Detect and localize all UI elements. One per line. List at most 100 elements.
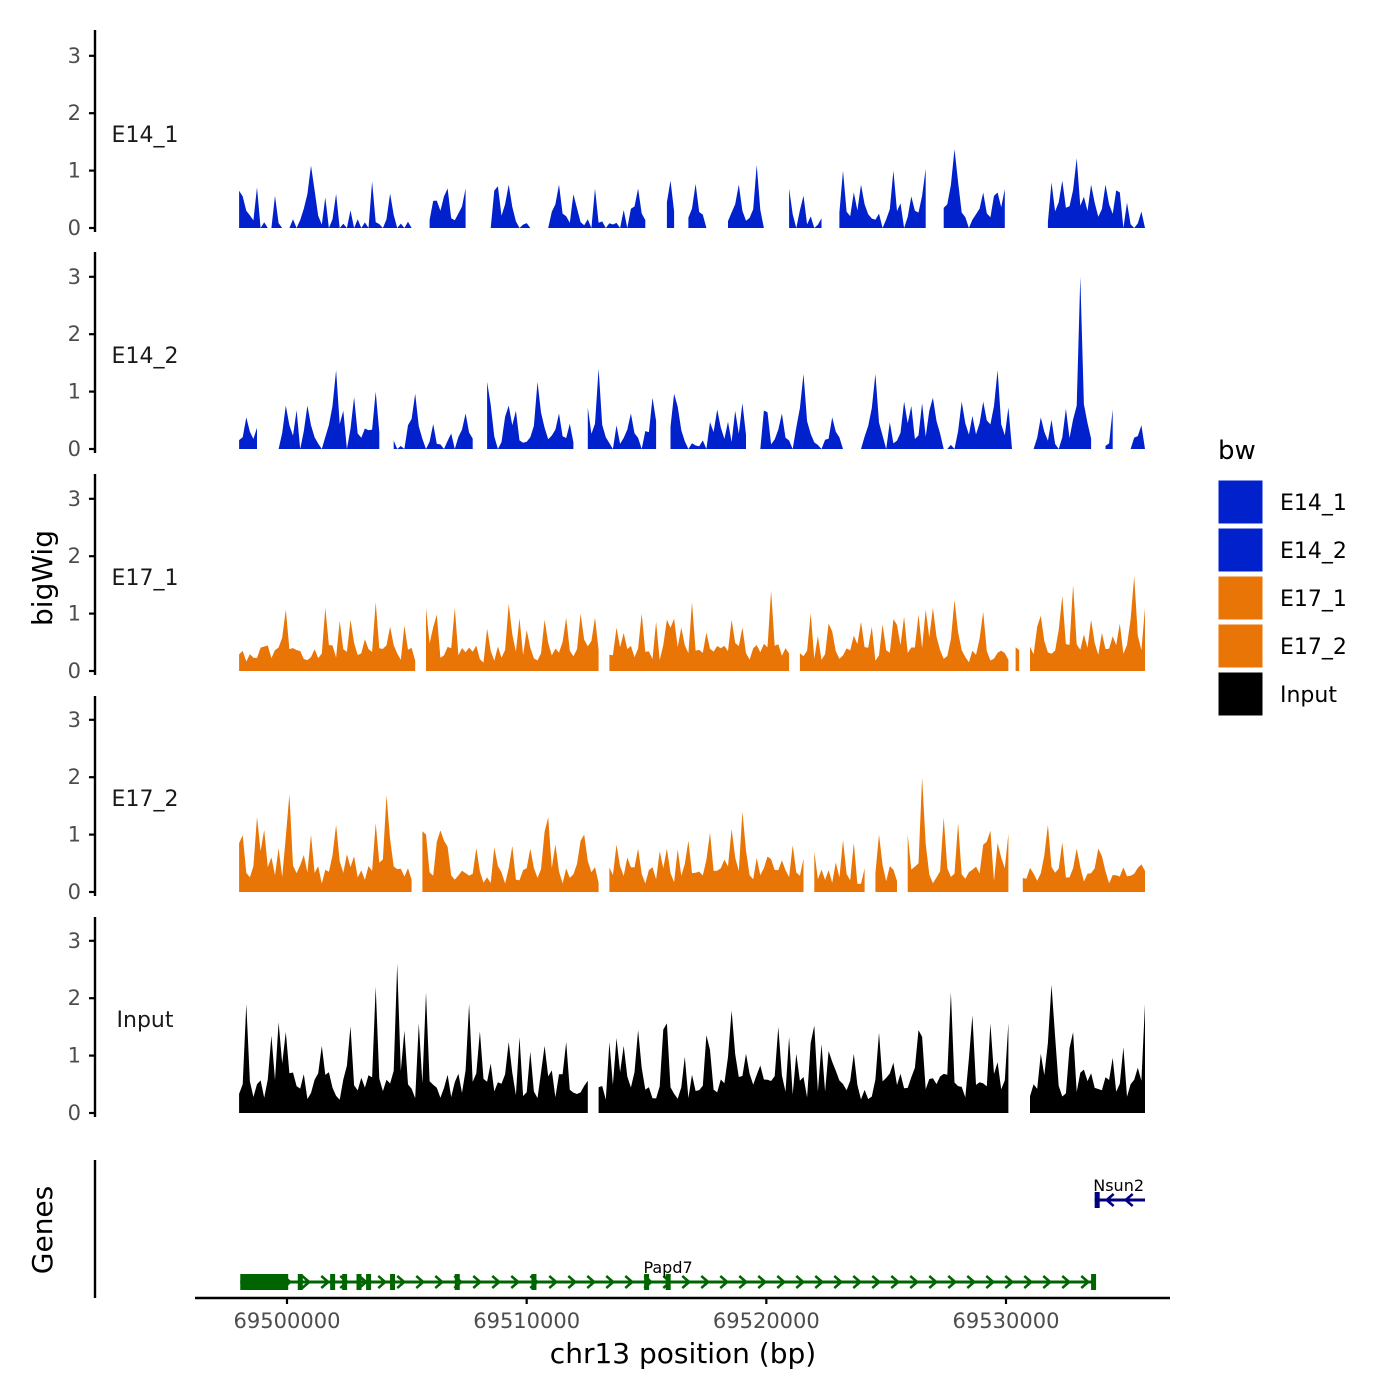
strand-arrow — [1004, 1275, 1015, 1289]
y-tick-label: 1 — [68, 823, 81, 847]
strand-arrow — [871, 1275, 882, 1289]
y-tick-label: 0 — [68, 437, 81, 461]
coverage-area — [598, 992, 1009, 1113]
gene-exon — [240, 1274, 289, 1290]
legend-label: E14_2 — [1280, 539, 1347, 564]
track-label: Input — [117, 1008, 174, 1033]
coverage-area — [1105, 409, 1113, 449]
gene-exon — [454, 1274, 460, 1290]
track-e14-1: 0 1 2 3 E14_1 — [68, 30, 1145, 240]
coverage-area — [239, 165, 412, 228]
gene-exon — [390, 1274, 396, 1290]
coverage-area — [239, 963, 588, 1113]
y-tick-label: 0 — [68, 880, 81, 904]
y-tick-label: 1 — [68, 159, 81, 183]
strand-arrow — [1061, 1275, 1072, 1289]
gene-exon — [366, 1274, 372, 1290]
y-tick-label: 2 — [68, 322, 81, 346]
coverage-area — [1047, 158, 1145, 228]
y-tick-label: 1 — [68, 1044, 81, 1068]
coverage-area — [907, 777, 1009, 892]
y-tick-label: 0 — [68, 1101, 81, 1125]
strand-arrow — [947, 1275, 958, 1289]
coverage-area — [875, 834, 897, 892]
genes-axis-title: Genes — [26, 1186, 59, 1274]
coverage-area — [943, 149, 1005, 228]
strand-arrow — [833, 1275, 844, 1289]
gene-exon — [330, 1274, 336, 1290]
y-tick-label: 0 — [68, 216, 81, 240]
y-tick-label: 3 — [68, 487, 81, 511]
strand-arrow — [377, 1275, 388, 1289]
y-tick-label: 3 — [68, 929, 81, 953]
gene-papd7: Papd7 — [240, 1258, 1097, 1290]
strand-arrow — [776, 1275, 787, 1289]
strand-arrow — [548, 1275, 559, 1289]
coverage-area — [587, 368, 657, 449]
y-tick-label: 3 — [68, 44, 81, 68]
gene-exon — [531, 1274, 537, 1290]
coverage-area — [1030, 576, 1145, 671]
y-axis-title: bigWig — [26, 530, 59, 626]
x-tick-label: 69500000 — [234, 1309, 341, 1333]
coverage-area — [728, 164, 768, 228]
y-tick-label: 3 — [68, 708, 81, 732]
track-input: 0 1 2 3 Input — [68, 917, 1145, 1125]
legend-swatch — [1217, 479, 1264, 525]
legend-swatch — [1217, 527, 1264, 573]
strand-arrow — [396, 1275, 407, 1289]
strand-arrow — [719, 1275, 730, 1289]
track-e14-2: 0 1 2 3 E14_2 — [68, 252, 1145, 461]
strand-arrow — [434, 1275, 445, 1289]
strand-arrow — [567, 1275, 578, 1289]
strand-arrow — [1080, 1275, 1091, 1289]
gene-exon — [665, 1274, 671, 1290]
y-tick-label: 1 — [68, 380, 81, 404]
track-e17-1: 0 1 2 3 E17_1 — [68, 474, 1145, 683]
track-label: E14_1 — [112, 123, 179, 148]
genes-panel: Papd7 Nsun2 — [93, 1160, 1146, 1298]
coverage-area — [839, 168, 926, 228]
coverage-area — [426, 603, 599, 671]
coverage-area — [814, 840, 865, 892]
legend-title: bw — [1218, 436, 1256, 466]
legend-label: E17_2 — [1280, 635, 1347, 660]
strand-arrow — [586, 1275, 597, 1289]
gene-exon — [1091, 1274, 1097, 1290]
strand-arrow — [966, 1275, 977, 1289]
coverage-area — [609, 811, 804, 892]
legend-label: E14_1 — [1280, 491, 1347, 516]
coverage-area — [1015, 647, 1020, 671]
strand-arrow — [909, 1275, 920, 1289]
x-tick-label: 69520000 — [713, 1309, 820, 1333]
strand-arrow — [852, 1275, 863, 1289]
gene-exon — [297, 1274, 303, 1290]
legend-swatch — [1217, 671, 1264, 717]
coverage-area — [239, 602, 416, 671]
x-axis-title: chr13 position (bp) — [550, 1337, 816, 1370]
coverage-area — [429, 188, 466, 228]
strand-arrow — [738, 1275, 749, 1289]
x-axis: 69500000 69510000 69520000 69530000 — [195, 1296, 1170, 1333]
track-label: E17_1 — [112, 566, 179, 591]
y-tick-label: 2 — [68, 101, 81, 125]
gene-exon — [342, 1274, 348, 1290]
coverage-area — [1030, 984, 1145, 1113]
coverage-area — [789, 188, 822, 228]
coverage-area — [278, 370, 380, 449]
strand-arrow — [985, 1275, 996, 1289]
coverage-area — [544, 184, 646, 228]
coverage-area — [483, 184, 531, 228]
coverage-tracks: 0 1 2 3 E14_1 0 1 2 3 E14_2 0 1 2 3 E17_1 0 1 2 3 E17_2 0 1 2 3… — [68, 30, 1145, 1125]
track-label: E17_2 — [112, 787, 179, 812]
strand-arrow — [510, 1275, 521, 1289]
y-tick-label: 2 — [68, 765, 81, 789]
legend-swatch — [1217, 575, 1264, 621]
legend-label: Input — [1280, 683, 1337, 708]
strand-arrow — [1042, 1275, 1053, 1289]
coverage-area — [1127, 425, 1145, 449]
gene-nsun2: Nsun2 — [1093, 1176, 1146, 1208]
track-label: E14_2 — [112, 344, 179, 369]
coverage-area — [609, 590, 790, 671]
